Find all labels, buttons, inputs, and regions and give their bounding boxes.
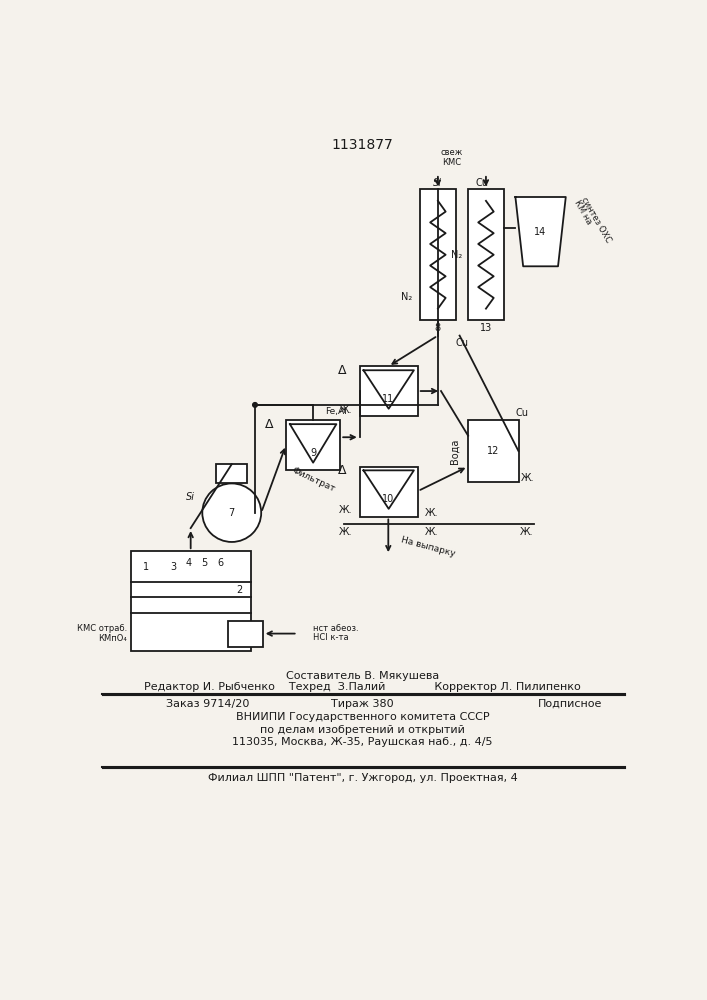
Text: КМ на: КМ на bbox=[572, 199, 593, 226]
Text: 12: 12 bbox=[486, 446, 499, 456]
Text: НСI к-та: НСI к-та bbox=[313, 633, 349, 642]
Text: синтез ОХС: синтез ОХС bbox=[580, 196, 613, 244]
Bar bbox=[228, 620, 263, 647]
Text: 8: 8 bbox=[435, 323, 441, 333]
Text: 14: 14 bbox=[534, 227, 547, 237]
Text: Ж.: Ж. bbox=[339, 505, 352, 515]
Bar bbox=[468, 420, 518, 482]
Text: 5: 5 bbox=[201, 558, 208, 568]
Text: Cu: Cu bbox=[476, 178, 489, 188]
Text: Фильтрат: Фильтрат bbox=[290, 466, 337, 494]
Text: Подписное: Подписное bbox=[538, 699, 602, 709]
Text: Cu: Cu bbox=[455, 338, 469, 348]
Text: Заказ 9714/20: Заказ 9714/20 bbox=[166, 699, 250, 709]
Bar bbox=[360, 366, 418, 416]
Text: Fe,Al: Fe,Al bbox=[325, 407, 347, 416]
Text: по делам изобретений и открытий: по делам изобретений и открытий bbox=[260, 725, 465, 735]
Text: Ж.: Ж. bbox=[425, 508, 438, 518]
Text: Вода: Вода bbox=[449, 438, 459, 464]
Text: КМпО₄: КМпО₄ bbox=[98, 634, 127, 643]
Text: Δ: Δ bbox=[339, 464, 347, 477]
Bar bbox=[216, 464, 247, 483]
Text: 10: 10 bbox=[382, 494, 395, 504]
Text: Ж.: Ж. bbox=[339, 405, 352, 415]
Text: свеж: свеж bbox=[440, 148, 463, 157]
Bar bbox=[360, 466, 418, 517]
Text: 1131877: 1131877 bbox=[332, 138, 394, 152]
Text: Ж.: Ж. bbox=[520, 527, 533, 537]
Circle shape bbox=[202, 483, 261, 542]
Text: 113035, Москва, Ж-35, Раушская наб., д. 4/5: 113035, Москва, Ж-35, Раушская наб., д. … bbox=[233, 737, 493, 747]
Text: N₂: N₂ bbox=[451, 250, 462, 260]
Text: Ж.: Ж. bbox=[521, 473, 534, 483]
Bar bbox=[420, 189, 456, 320]
Bar bbox=[131, 551, 251, 651]
Circle shape bbox=[252, 403, 257, 407]
Text: Δ: Δ bbox=[339, 364, 347, 377]
Text: 4: 4 bbox=[186, 558, 192, 568]
Text: 11: 11 bbox=[382, 394, 395, 404]
Text: 3: 3 bbox=[170, 562, 177, 572]
Text: 1: 1 bbox=[144, 562, 150, 572]
Polygon shape bbox=[515, 197, 566, 266]
Text: 13: 13 bbox=[480, 323, 492, 333]
Text: КМС отраб.: КМС отраб. bbox=[77, 624, 127, 633]
Bar bbox=[468, 189, 504, 320]
Text: Δ: Δ bbox=[264, 418, 273, 431]
Text: Ж.: Ж. bbox=[425, 527, 438, 537]
Text: ВНИИПИ Государственного комитета СССР: ВНИИПИ Государственного комитета СССР bbox=[236, 712, 489, 722]
Text: 2: 2 bbox=[236, 585, 243, 595]
Text: Филиал ШПП "Патент", г. Ужгород, ул. Проектная, 4: Филиал ШПП "Патент", г. Ужгород, ул. Про… bbox=[208, 773, 518, 783]
Text: Ж.: Ж. bbox=[339, 527, 352, 537]
Text: 7: 7 bbox=[228, 508, 235, 518]
Text: нст абеоз.: нст абеоз. bbox=[313, 624, 358, 633]
Text: 6: 6 bbox=[217, 558, 223, 568]
Text: Cu: Cu bbox=[516, 408, 529, 418]
Text: КМС: КМС bbox=[443, 158, 462, 167]
Text: Тираж 380: Тираж 380 bbox=[332, 699, 394, 709]
Text: Si: Si bbox=[186, 492, 195, 502]
Text: 9: 9 bbox=[310, 448, 316, 458]
Bar bbox=[286, 420, 340, 470]
Text: На выпарку: На выпарку bbox=[400, 536, 456, 559]
Text: N₂: N₂ bbox=[400, 292, 411, 302]
Text: Составитель В. Мякушева: Составитель В. Мякушева bbox=[286, 671, 439, 681]
Text: Редактор И. Рыбченко    Техред  З.Палий              Корректор Л. Пилипенко: Редактор И. Рыбченко Техред З.Палий Корр… bbox=[144, 682, 581, 692]
Text: Si: Si bbox=[433, 178, 443, 188]
